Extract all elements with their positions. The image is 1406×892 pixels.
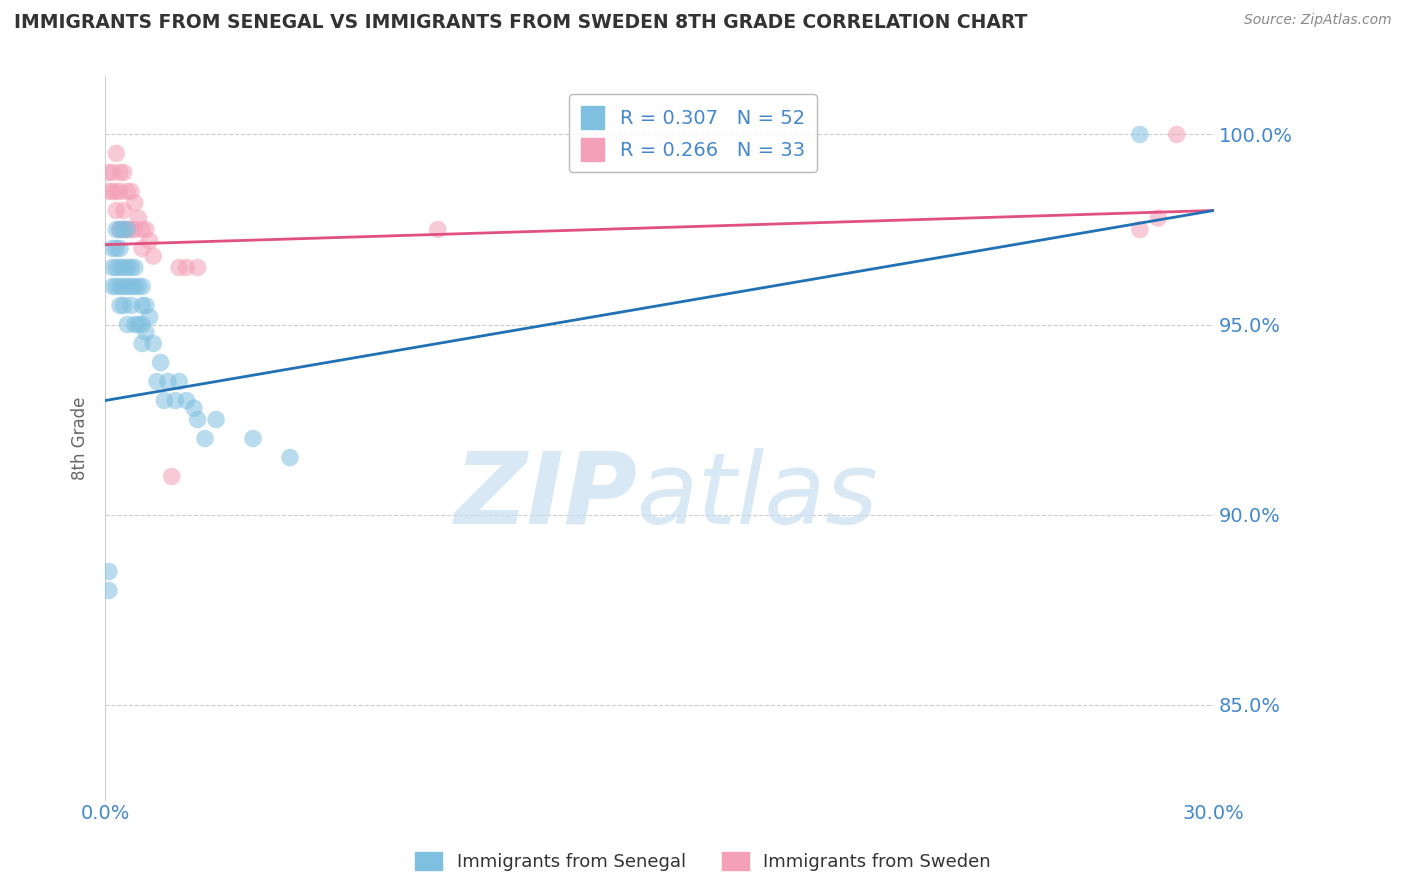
Point (183, 401, 205, 416)
Point (127, 279, 149, 293)
Point (105, 279, 128, 293)
Point (108, 222, 131, 236)
Point (101, 185, 124, 199)
Point (153, 393, 176, 408)
Point (124, 222, 146, 236)
Point (112, 222, 135, 236)
Point (108, 279, 131, 293)
Point (1129, 128, 1152, 142)
Point (120, 279, 142, 293)
Point (135, 298, 157, 312)
Point (108, 298, 131, 312)
Point (101, 242, 124, 256)
Point (112, 165, 135, 179)
Point (117, 260, 139, 275)
Point (108, 185, 131, 199)
Point (108, 260, 131, 275)
Point (138, 310, 160, 324)
Point (117, 279, 139, 293)
Point (120, 298, 142, 312)
Point (187, 260, 209, 275)
Point (278, 450, 301, 465)
Point (131, 318, 153, 332)
Point (176, 393, 198, 408)
Text: atlas: atlas (637, 448, 879, 545)
Point (146, 375, 169, 389)
Point (105, 260, 128, 275)
Point (117, 318, 139, 332)
Point (142, 249, 165, 263)
Point (105, 222, 128, 236)
Point (167, 375, 190, 389)
Point (101, 165, 124, 179)
Point (101, 260, 124, 275)
Point (135, 222, 157, 236)
Point (1147, 211, 1170, 225)
Point (127, 211, 149, 225)
Point (117, 185, 139, 199)
Point (105, 203, 128, 218)
Point (131, 242, 153, 256)
Point (112, 222, 135, 236)
Legend: R = 0.307   N = 52, R = 0.266   N = 33: R = 0.307 N = 52, R = 0.266 N = 33 (569, 95, 817, 172)
Point (112, 260, 135, 275)
Point (97, 583, 120, 598)
Point (124, 318, 146, 332)
Point (101, 279, 124, 293)
Point (131, 336, 153, 351)
Legend: Immigrants from Senegal, Immigrants from Sweden: Immigrants from Senegal, Immigrants from… (408, 845, 998, 879)
Point (127, 318, 149, 332)
Point (97, 565, 120, 579)
Point (138, 234, 160, 248)
Point (117, 222, 139, 236)
Text: IMMIGRANTS FROM SENEGAL VS IMMIGRANTS FROM SWEDEN 8TH GRADE CORRELATION CHART: IMMIGRANTS FROM SENEGAL VS IMMIGRANTS FR… (14, 13, 1028, 32)
Y-axis label: 8th Grade: 8th Grade (72, 397, 89, 480)
Text: Source: ZipAtlas.com: Source: ZipAtlas.com (1244, 13, 1392, 28)
Point (135, 325, 157, 339)
Point (120, 222, 142, 236)
Point (165, 393, 187, 408)
Point (97, 185, 120, 199)
Point (120, 260, 142, 275)
Point (105, 242, 128, 256)
Point (194, 432, 217, 446)
Point (112, 279, 135, 293)
Point (242, 432, 264, 446)
Point (176, 260, 198, 275)
Point (108, 165, 131, 179)
Point (97, 165, 120, 179)
Point (112, 298, 135, 312)
Point (117, 222, 139, 236)
Point (187, 412, 209, 426)
Point (120, 185, 142, 199)
Point (167, 260, 190, 275)
Point (149, 355, 172, 369)
Point (131, 279, 153, 293)
Point (160, 469, 183, 483)
Point (131, 298, 153, 312)
Point (142, 336, 165, 351)
Point (105, 185, 128, 199)
Point (157, 375, 180, 389)
Point (124, 195, 146, 210)
Point (105, 146, 128, 161)
Point (124, 260, 146, 275)
Point (1166, 128, 1188, 142)
Text: ZIP: ZIP (454, 448, 637, 545)
Point (124, 279, 146, 293)
Point (131, 222, 153, 236)
Point (205, 412, 228, 426)
Point (108, 222, 131, 236)
Point (1129, 222, 1152, 236)
Point (108, 242, 131, 256)
Point (112, 203, 135, 218)
Point (426, 222, 449, 236)
